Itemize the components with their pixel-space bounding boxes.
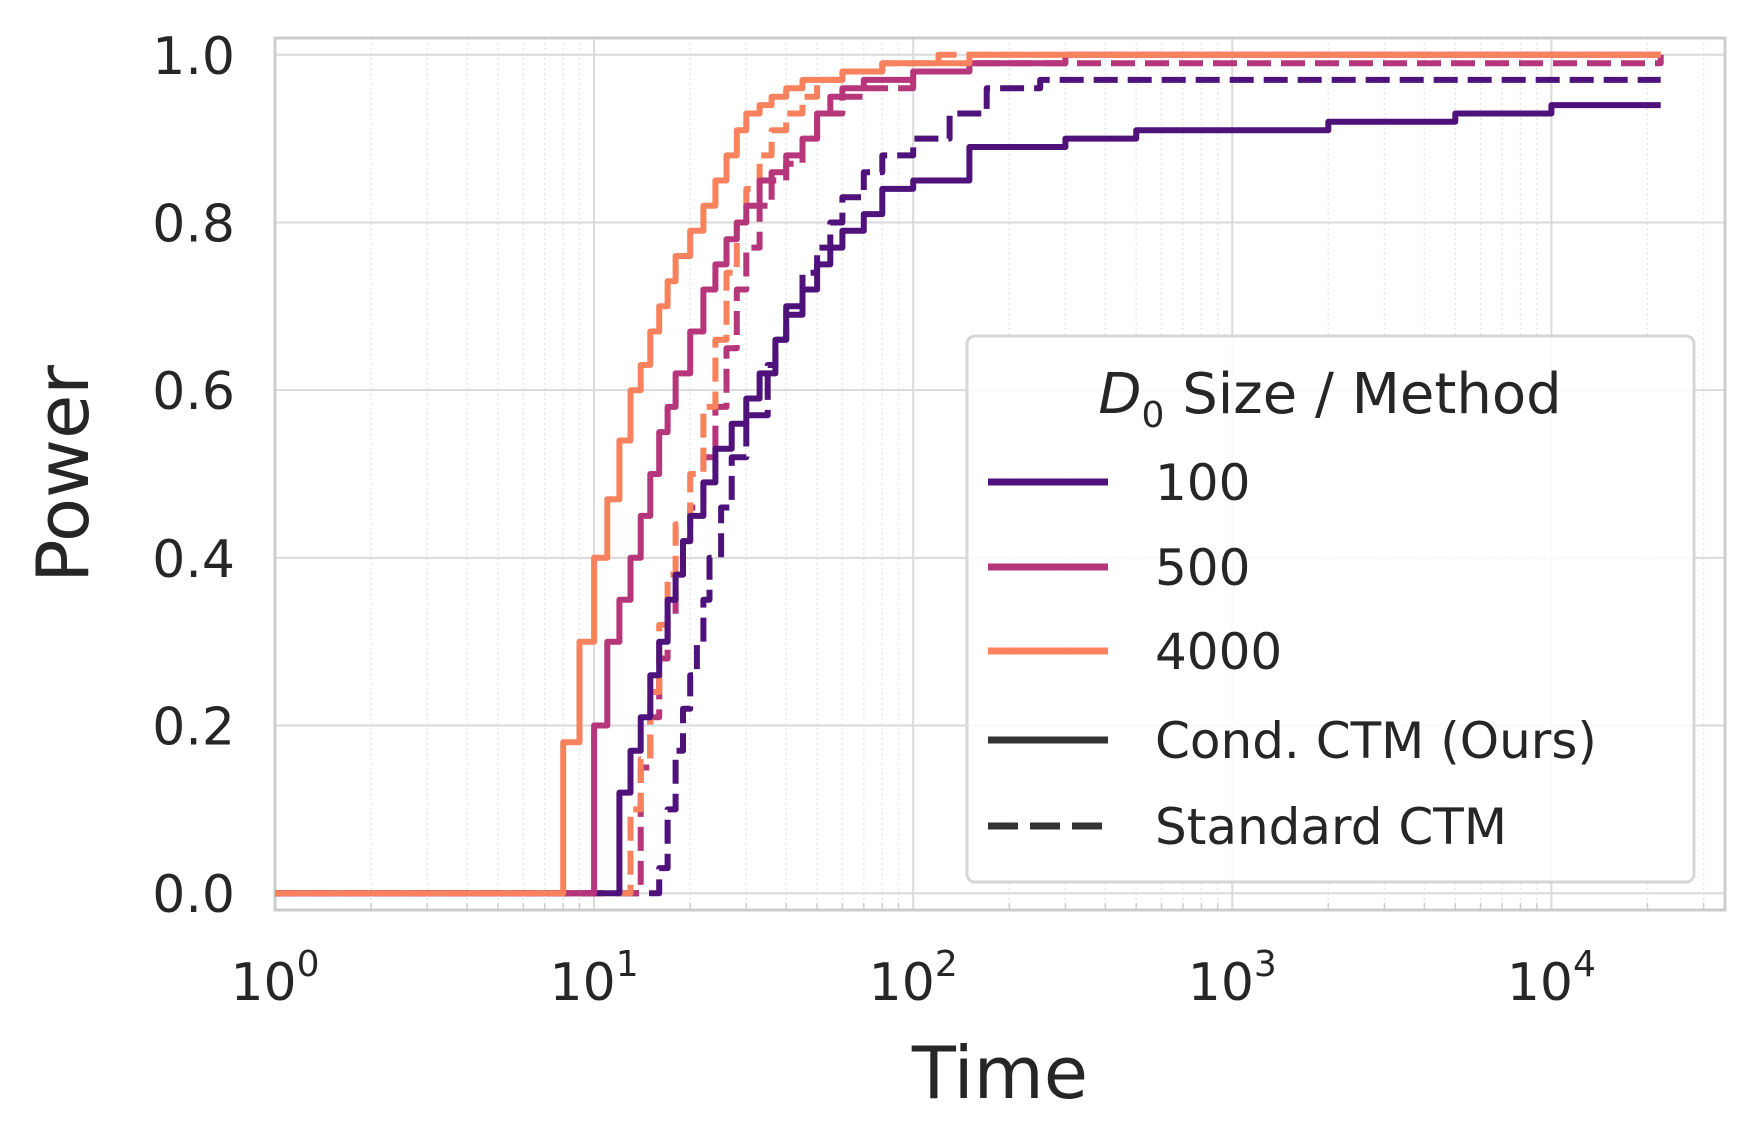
legend-label-100: 100 [1155, 454, 1250, 512]
series-line-4000-standard-ctm [275, 51, 1661, 897]
y-tick-label: 0.8 [152, 194, 235, 254]
x-axis-ticks: 100 101 102 103 104 [230, 944, 1595, 1013]
x-tick-exponent: 4 [1573, 944, 1596, 985]
x-tick-label: 104 [1507, 944, 1596, 1013]
series-line-500-standard-ctm [275, 54, 1664, 897]
y-tick-label: 0.0 [152, 865, 235, 925]
x-tick-label: 103 [1188, 944, 1277, 1013]
series-layer [275, 51, 1664, 897]
y-tick-label: 0.6 [152, 362, 235, 422]
x-tick-exponent: 3 [1254, 944, 1277, 985]
legend-title: D0 Size / Method [1098, 362, 1561, 436]
plot-frame [273, 36, 1727, 912]
legend-box [965, 334, 1696, 884]
y-tick-label: 0.2 [152, 698, 235, 758]
legend-label-standard-ctm: Standard CTM [1155, 798, 1507, 856]
series-line-100-cond-ctm [275, 102, 1661, 897]
legend: D0 Size / Method 100 500 4000 Cond. CTM … [965, 334, 1696, 884]
x-tick-label: 100 [230, 944, 319, 1013]
legend-title-subscript: 0 [1141, 395, 1164, 436]
x-tick-base: 10 [869, 953, 935, 1013]
legend-title-rest: Size / Method [1164, 362, 1561, 427]
legend-label-4000: 4000 [1155, 623, 1282, 681]
x-axis-label: Time [911, 1031, 1088, 1115]
legend-title-variable: D [1098, 362, 1141, 427]
series-line-500-cond-ctm [275, 51, 1661, 897]
x-tick-exponent: 1 [616, 944, 639, 985]
legend-label-cond-ctm: Cond. CTM (Ours) [1155, 712, 1597, 770]
series-line-100-standard-ctm [275, 76, 1661, 897]
legend-label-500: 500 [1155, 539, 1250, 597]
x-tick-exponent: 2 [935, 944, 958, 985]
y-tick-label: 0.4 [152, 530, 235, 590]
y-tick-label: 1.0 [152, 27, 235, 87]
x-tick-exponent: 0 [297, 944, 320, 985]
x-tick-label: 101 [550, 944, 639, 1013]
x-tick-base: 10 [1188, 953, 1254, 1013]
series-line-4000-cond-ctm [275, 51, 1661, 897]
y-axis-ticks: 0.0 0.2 0.4 0.6 0.8 1.0 [152, 27, 235, 925]
y-axis-label: Power [21, 365, 105, 583]
x-tick-base: 10 [1507, 953, 1573, 1013]
x-tick-base: 10 [230, 953, 296, 1013]
x-tick-label: 102 [869, 944, 958, 1013]
x-tick-base: 10 [550, 953, 616, 1013]
